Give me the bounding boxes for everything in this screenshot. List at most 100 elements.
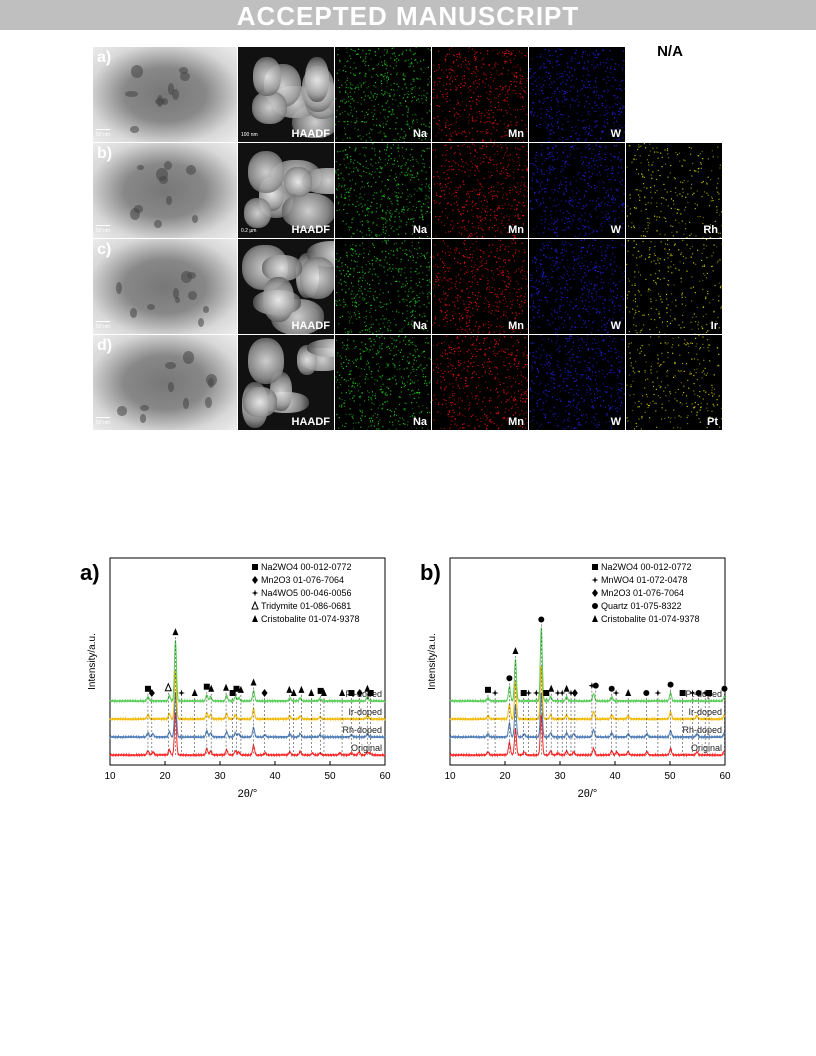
series-label: Pt-doped — [685, 689, 722, 699]
legend-entry: Na2WO4 00-012-0772 — [601, 562, 692, 572]
series-line — [109, 670, 386, 722]
marker-triangle-open — [251, 600, 259, 610]
marker-star — [654, 689, 662, 697]
eds-map-dopant: Rh — [626, 143, 722, 238]
marker-square — [348, 690, 355, 696]
marker-triangle — [298, 685, 305, 693]
map-label: Na — [412, 128, 427, 140]
legend-entry: Na4WO5 00-046-0056 — [261, 588, 352, 598]
marker-triangle — [250, 678, 257, 686]
map-label: HAADF — [291, 416, 331, 428]
series-line — [109, 640, 386, 704]
marker-square — [233, 685, 240, 692]
marker-square — [679, 690, 686, 696]
scale-bar — [96, 129, 110, 130]
marker-triangle — [223, 683, 230, 691]
row-label: c) — [97, 241, 112, 258]
eds-map-w: W — [529, 335, 625, 430]
marker-circle — [608, 685, 615, 692]
tem-image: c) 50 nm — [93, 239, 237, 334]
eds-map-w: W — [529, 239, 625, 334]
marker-star — [554, 689, 562, 697]
plot-frame — [449, 557, 726, 766]
map-label: Na — [412, 320, 427, 332]
x-tick-label: 30 — [554, 771, 566, 782]
x-tick-label: 20 — [159, 771, 171, 782]
marker-triangle — [592, 615, 598, 622]
haadf-image: HAADF — [238, 239, 334, 334]
eds-map-dopant: Pt — [626, 335, 722, 430]
series-label: Pt-doped — [345, 689, 382, 699]
eds-map-mn: Mn — [432, 47, 528, 142]
tem-image: b) 50 nm — [93, 143, 237, 238]
x-axis-label: 2θ/° — [578, 788, 598, 800]
map-label: HAADF — [291, 224, 331, 236]
row-label: d) — [97, 337, 113, 354]
panel-label: b) — [420, 560, 441, 585]
eds-map-mn: Mn — [432, 335, 528, 430]
legend-entry: Cristobalite 01-074-9378 — [601, 614, 700, 624]
marker-diamond — [261, 689, 268, 697]
marker-star — [251, 589, 259, 597]
map-label: Rh — [703, 224, 718, 236]
legend-entry: Cristobalite 01-074-9378 — [261, 614, 360, 624]
map-label: Mn — [508, 224, 524, 236]
marker-triangle-open — [164, 682, 173, 692]
na-label: N/A — [657, 43, 683, 60]
marker-circle — [643, 690, 650, 696]
marker-circle — [538, 616, 545, 623]
marker-star — [567, 689, 575, 697]
scale-bar-label: 100 nm — [241, 132, 258, 138]
y-axis-label: Intensity/a.u. — [87, 633, 98, 690]
marker-square — [252, 564, 258, 570]
marker-triangle — [172, 628, 179, 636]
marker-square — [520, 690, 527, 696]
eds-map-na: Na — [335, 47, 431, 142]
marker-star — [491, 689, 499, 697]
marker-square — [706, 690, 713, 696]
series-label: Ir-doped — [348, 707, 382, 717]
marker-circle — [667, 681, 674, 688]
marker-star — [689, 689, 697, 697]
eds-map-na: Na — [335, 335, 431, 430]
x-tick-label: 30 — [214, 771, 226, 782]
marker-star — [701, 689, 709, 697]
marker-diamond — [592, 589, 598, 597]
legend-entry: MnWO4 01-072-0478 — [601, 575, 688, 585]
marker-triangle — [191, 689, 198, 696]
map-label: W — [610, 224, 621, 236]
marker-triangle — [512, 647, 519, 654]
marker-square — [543, 690, 550, 696]
series-line — [109, 692, 386, 740]
marker-triangle — [548, 684, 555, 692]
marker-star — [178, 689, 185, 697]
x-tick-label: 20 — [499, 771, 511, 782]
x-tick-label: 60 — [379, 771, 391, 782]
series-label: Original — [351, 743, 382, 753]
tem-image: a) 50 nm — [93, 47, 237, 142]
map-label: Na — [412, 224, 427, 236]
marker-circle — [592, 603, 598, 609]
marker-triangle — [208, 684, 215, 692]
marker-diamond — [571, 689, 578, 697]
marker-circle — [506, 675, 513, 682]
banner-text: ACCEPTED MANUSCRIPT — [236, 1, 580, 31]
legend-entry: Quartz 01-075-8322 — [601, 601, 682, 611]
eds-map-na: Na — [335, 239, 431, 334]
marker-star — [591, 576, 599, 584]
marker-star — [612, 689, 620, 697]
eds-map-mn: Mn — [432, 239, 528, 334]
legend-entry: Tridymite 01-086-0681 — [261, 601, 351, 611]
row-label: b) — [97, 145, 113, 162]
x-tick-label: 50 — [324, 771, 336, 782]
marker-circle — [695, 690, 702, 696]
marker-square — [317, 687, 324, 694]
marker-triangle — [286, 685, 293, 693]
marker-diamond — [148, 689, 155, 697]
map-label: W — [610, 128, 621, 140]
marker-square — [144, 685, 151, 692]
marker-triangle — [563, 684, 570, 692]
scale-bar-label: 50 nm — [96, 324, 110, 330]
marker-triangle — [290, 689, 297, 696]
x-axis-label: 2θ/° — [238, 788, 258, 800]
